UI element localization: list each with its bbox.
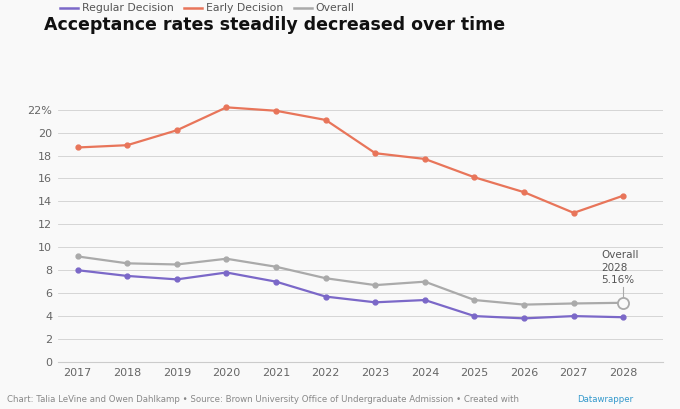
Text: 5.16%: 5.16% [601, 275, 634, 285]
Text: 2028: 2028 [601, 263, 628, 272]
Legend: Regular Decision, Early Decision, Overall: Regular Decision, Early Decision, Overal… [61, 3, 355, 13]
Text: Acceptance rates steadily decreased over time: Acceptance rates steadily decreased over… [44, 16, 505, 34]
Text: Datawrapper: Datawrapper [577, 395, 633, 404]
Text: Chart: Talia LeVine and Owen Dahlkamp • Source: Brown University Office of Under: Chart: Talia LeVine and Owen Dahlkamp • … [7, 395, 522, 404]
Text: Overall: Overall [601, 250, 639, 260]
